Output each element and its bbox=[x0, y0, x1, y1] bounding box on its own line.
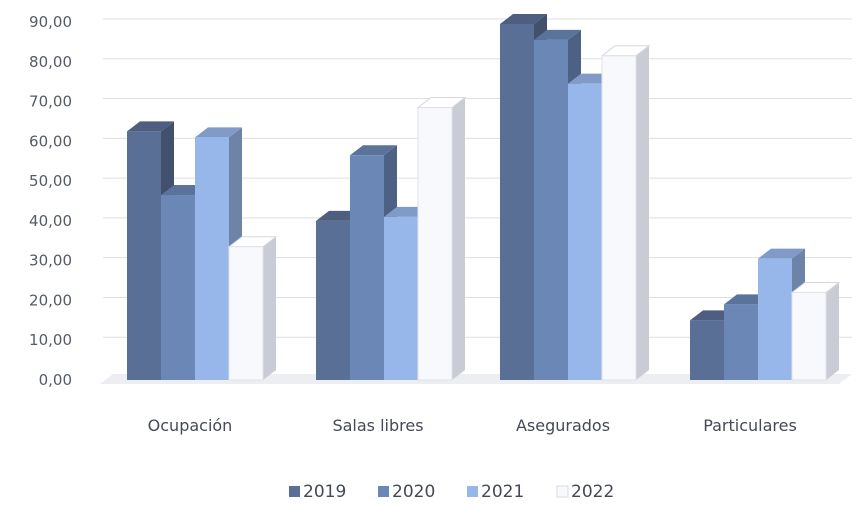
y-tick-label: 40,00 bbox=[29, 212, 72, 230]
legend-label: 2020 bbox=[392, 482, 435, 502]
legend-swatch bbox=[289, 486, 300, 497]
y-tick-label: 70,00 bbox=[29, 93, 72, 111]
y-tick-label: 0,00 bbox=[39, 371, 72, 389]
bar bbox=[790, 281, 841, 381]
bar-front-face bbox=[690, 320, 724, 380]
bar-front-face bbox=[228, 246, 264, 381]
y-tick-label: 10,00 bbox=[29, 331, 72, 349]
legend: 2019 2020 2021 2022 bbox=[289, 482, 614, 502]
legend-item: 2022 bbox=[556, 482, 614, 502]
y-tick-label: 30,00 bbox=[29, 252, 72, 270]
bar-front-face bbox=[724, 304, 758, 380]
bar-front-face bbox=[384, 216, 418, 380]
bar-front-face bbox=[127, 131, 161, 380]
y-axis-tick-labels: 0,00 10,00 20,00 30,00 40,00 50,00 60,00 70,00 8… bbox=[29, 13, 72, 389]
bar-side-face bbox=[826, 282, 839, 380]
bar bbox=[227, 236, 278, 381]
bar-front-face bbox=[161, 195, 195, 380]
x-axis-category-labels: Ocupación Salas libres Asegurados Particula… bbox=[148, 416, 797, 435]
legend-item: 2020 bbox=[378, 482, 435, 502]
legend-swatch bbox=[556, 485, 569, 498]
x-category-label: Particulares bbox=[703, 416, 797, 435]
bar bbox=[416, 97, 467, 381]
y-tick-label: 20,00 bbox=[29, 291, 72, 309]
bar-top-face bbox=[195, 127, 242, 138]
bar-front-face bbox=[316, 220, 350, 380]
legend-swatch bbox=[378, 486, 389, 497]
legend-item: 2021 bbox=[467, 482, 524, 502]
legend-label: 2022 bbox=[571, 482, 614, 502]
legend-label: 2019 bbox=[303, 482, 346, 502]
chart-floor bbox=[100, 374, 852, 384]
bar-front-face bbox=[500, 23, 534, 380]
bars bbox=[127, 13, 841, 381]
legend-item: 2019 bbox=[289, 482, 346, 502]
x-category-label: Salas libres bbox=[332, 416, 423, 435]
chart-floor-plane bbox=[100, 374, 852, 384]
bar-front-face bbox=[601, 55, 637, 381]
x-category-label: Ocupación bbox=[148, 416, 233, 435]
y-tick-label: 80,00 bbox=[29, 53, 72, 71]
bar-front-face bbox=[350, 155, 384, 380]
bar-top-face bbox=[127, 121, 174, 132]
bar-side-face bbox=[636, 45, 649, 381]
legend-label: 2021 bbox=[481, 482, 524, 502]
bar-front-face bbox=[791, 291, 827, 381]
bar-front-face bbox=[568, 83, 602, 381]
bar-top-face bbox=[534, 29, 581, 40]
y-tick-label: 50,00 bbox=[29, 172, 72, 190]
bar-front-face bbox=[534, 39, 568, 381]
bar-side-face bbox=[452, 97, 465, 381]
bar-top-face bbox=[500, 13, 547, 24]
x-category-label: Asegurados bbox=[516, 416, 610, 435]
legend-swatch bbox=[467, 486, 478, 497]
bar-side-face bbox=[263, 236, 276, 380]
bar-front-face bbox=[758, 258, 792, 380]
bar bbox=[600, 45, 651, 381]
bar-front-face bbox=[195, 137, 229, 380]
bar-front-face bbox=[417, 107, 453, 381]
bar-top-face bbox=[350, 145, 397, 156]
y-tick-label: 90,00 bbox=[29, 13, 72, 31]
bar-top-face bbox=[758, 248, 805, 259]
y-tick-label: 60,00 bbox=[29, 132, 72, 150]
